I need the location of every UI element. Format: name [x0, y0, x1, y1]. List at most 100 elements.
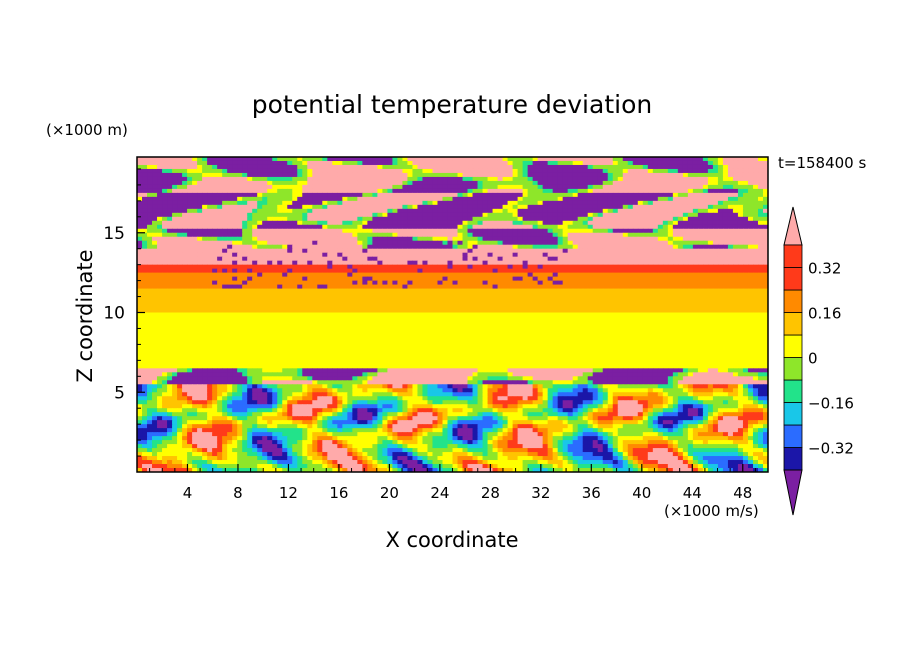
contour-cell — [332, 308, 338, 314]
contour-cell — [387, 256, 394, 262]
contour-cell — [207, 196, 213, 202]
contour-cell — [412, 184, 419, 190]
contour-cell — [387, 244, 394, 250]
contour-cell — [217, 252, 223, 258]
contour-cell — [637, 232, 644, 238]
contour-cell — [297, 264, 303, 270]
contour-cell — [402, 180, 409, 186]
contour-cell — [557, 284, 564, 290]
contour-cell — [482, 280, 489, 286]
contour-cell — [557, 196, 564, 202]
contour-cell — [247, 292, 253, 298]
contour-cell — [507, 304, 514, 310]
contour-cell — [287, 208, 293, 214]
contour-cell — [577, 204, 584, 210]
contour-cell — [237, 272, 243, 278]
contour-cell — [652, 172, 659, 178]
contour-cell — [322, 220, 328, 226]
contour-cell — [452, 292, 459, 298]
contour-cell — [172, 212, 178, 218]
contour-cell — [582, 300, 589, 306]
contour-cell — [362, 168, 368, 174]
contour-cell — [672, 268, 679, 274]
contour-cell — [557, 308, 564, 314]
contour-cell — [487, 240, 494, 246]
contour-cell — [307, 296, 313, 302]
contour-cell — [157, 224, 163, 230]
contour-cell — [432, 256, 439, 262]
contour-cell — [237, 276, 243, 282]
contour-cell — [447, 176, 454, 182]
contour-cell — [697, 196, 704, 202]
contour-cell — [207, 280, 213, 286]
contour-cell — [602, 260, 609, 266]
contour-cell — [557, 272, 564, 278]
contour-cell — [672, 228, 679, 234]
contour-cell — [732, 276, 739, 282]
contour-cell — [652, 192, 659, 198]
contour-cell — [477, 232, 484, 238]
contour-cell — [317, 292, 323, 298]
contour-cell — [342, 192, 348, 198]
contour-cell — [312, 244, 318, 250]
contour-cell — [652, 272, 659, 278]
contour-cell — [237, 292, 243, 298]
contour-cell — [407, 212, 414, 218]
contour-cell — [662, 244, 669, 250]
contour-cell — [582, 188, 589, 194]
contour-cell — [262, 180, 268, 186]
contour-cell — [307, 184, 313, 190]
contour-cell — [532, 220, 539, 226]
contour-cell — [387, 272, 394, 278]
contour-cell — [492, 256, 499, 262]
contour-cell — [357, 164, 363, 170]
contour-cell — [342, 268, 348, 274]
contour-cell — [182, 180, 188, 186]
contour-cell — [587, 236, 594, 242]
contour-cell — [742, 268, 749, 274]
contour-cell — [477, 248, 484, 254]
contour-cell — [412, 296, 419, 302]
contour-cell — [242, 232, 248, 238]
contour-cell — [502, 296, 509, 302]
contour-cell — [537, 228, 544, 234]
contour-cell — [382, 264, 388, 270]
contour-cell — [187, 284, 193, 290]
contour-cell — [507, 184, 514, 190]
contour-cell — [212, 220, 218, 226]
contour-cell — [422, 168, 429, 174]
contour-cell — [662, 240, 669, 246]
contour-cell — [517, 204, 524, 210]
contour-cell — [707, 172, 714, 178]
contour-cell — [462, 172, 469, 178]
contour-cell — [367, 157, 373, 162]
contour-cell — [697, 220, 704, 226]
contour-cell — [177, 200, 183, 206]
contour-cell — [302, 204, 308, 210]
contour-cell — [427, 157, 434, 162]
contour-cell — [192, 236, 198, 242]
contour-cell — [322, 180, 328, 186]
contour-cell — [752, 300, 759, 306]
contour-cell — [347, 192, 353, 198]
contour-cell — [207, 236, 213, 242]
contour-cell — [432, 160, 439, 166]
contour-cell — [147, 308, 153, 314]
contour-cell — [387, 212, 394, 218]
contour-cell — [487, 216, 494, 222]
contour-cell — [242, 200, 248, 206]
contour-cell — [247, 224, 253, 230]
contour-cell — [177, 256, 183, 262]
contour-cell — [592, 196, 599, 202]
contour-cell — [257, 300, 263, 306]
contour-cell — [642, 164, 649, 170]
contour-cell — [347, 280, 353, 286]
contour-cell — [402, 308, 409, 314]
contour-cell — [252, 260, 258, 266]
contour-cell — [432, 176, 439, 182]
contour-cell — [677, 276, 684, 282]
contour-cell — [332, 172, 338, 178]
contour-cell — [742, 248, 749, 254]
contour-cell — [147, 168, 153, 174]
contour-cell — [182, 312, 188, 318]
